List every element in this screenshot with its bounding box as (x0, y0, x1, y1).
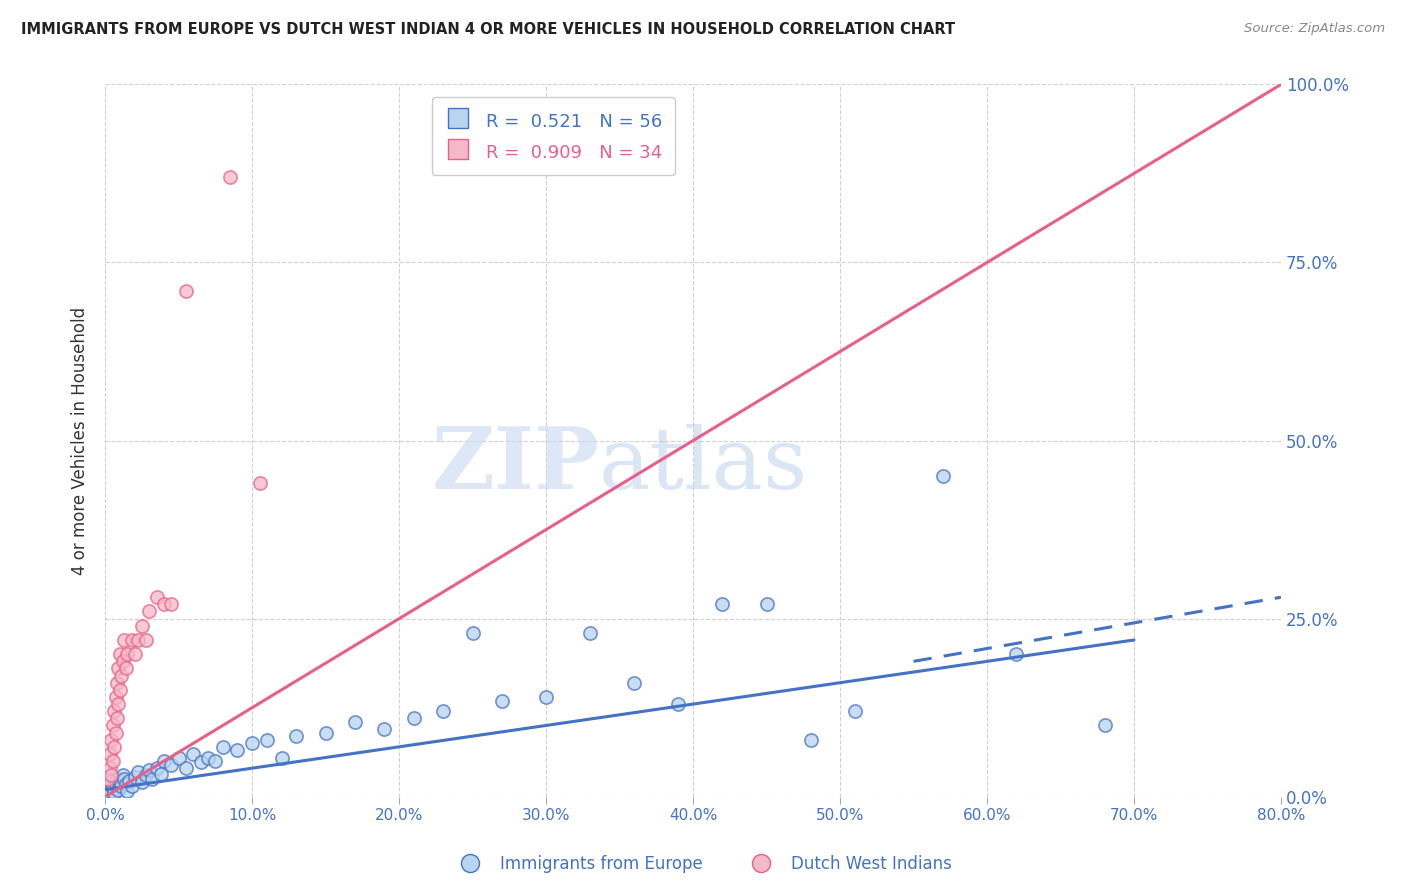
Point (114, 777, 136, 791)
Point (219, 169, 242, 184)
Text: ZIP: ZIP (432, 424, 599, 508)
Point (97, 779, 120, 793)
Point (204, 754, 226, 768)
Point (108, 775, 131, 789)
Point (121, 779, 143, 793)
Point (135, 632, 157, 647)
Point (211, 739, 233, 754)
Point (153, 754, 176, 768)
Point (103, 739, 125, 754)
Point (118, 774, 141, 789)
Point (579, 625, 602, 640)
Point (127, 632, 149, 647)
Point (105, 675, 128, 690)
Point (666, 697, 689, 711)
Point (160, 757, 183, 772)
Point (101, 781, 124, 796)
Point (135, 768, 157, 782)
Point (108, 647, 131, 661)
Legend: R =  0.521   N = 56, R =  0.909   N = 34: R = 0.521 N = 56, R = 0.909 N = 34 (432, 97, 675, 176)
Point (138, 605, 160, 619)
Point (800, 732, 823, 747)
Legend: Immigrants from Europe, Dutch West Indians: Immigrants from Europe, Dutch West India… (447, 848, 959, 880)
Point (344, 714, 367, 729)
Point (432, 704, 454, 718)
Point (108, 682, 131, 697)
Point (145, 591, 167, 605)
Point (100, 775, 122, 789)
Text: Source: ZipAtlas.com: Source: ZipAtlas.com (1244, 22, 1385, 36)
Point (111, 768, 134, 782)
Point (240, 736, 263, 750)
Point (124, 647, 146, 661)
Point (138, 763, 160, 777)
Point (121, 632, 143, 647)
Point (98, 761, 121, 775)
Point (315, 725, 337, 739)
Point (174, 284, 197, 298)
Point (711, 598, 734, 612)
Point (285, 729, 308, 743)
Point (110, 779, 132, 793)
Point (104, 725, 127, 739)
Point (1094, 718, 1116, 732)
Point (104, 690, 127, 704)
Point (183, 747, 205, 761)
Point (105, 711, 128, 725)
Point (114, 661, 136, 675)
Point (150, 767, 173, 781)
Point (491, 693, 513, 707)
Point (117, 784, 139, 798)
Point (197, 750, 219, 764)
Point (104, 777, 127, 791)
Point (98, 784, 121, 798)
Point (98, 747, 121, 761)
Point (226, 743, 249, 757)
Point (131, 619, 153, 633)
Point (249, 476, 271, 491)
Point (270, 750, 292, 764)
Point (103, 704, 125, 718)
Point (111, 654, 134, 668)
Point (112, 772, 135, 786)
Point (112, 632, 135, 647)
Point (127, 764, 149, 779)
Point (101, 754, 124, 768)
Point (160, 598, 183, 612)
Point (534, 690, 557, 704)
Point (190, 756, 212, 770)
Text: IMMIGRANTS FROM EUROPE VS DUTCH WEST INDIAN 4 OR MORE VEHICLES IN HOUSEHOLD CORR: IMMIGRANTS FROM EUROPE VS DUTCH WEST IND… (21, 22, 955, 37)
Point (1005, 647, 1028, 661)
Point (141, 772, 163, 786)
Y-axis label: 4 or more Vehicles in Household: 4 or more Vehicles in Household (72, 307, 89, 574)
Point (97, 772, 120, 786)
Point (256, 732, 278, 747)
Point (100, 732, 122, 747)
Point (103, 786, 125, 800)
Point (105, 772, 128, 786)
Point (932, 469, 955, 483)
Point (117, 647, 139, 661)
Point (107, 697, 129, 711)
Point (110, 668, 132, 682)
Point (107, 782, 129, 797)
Point (755, 598, 778, 612)
Point (623, 675, 645, 690)
Point (101, 718, 124, 732)
Point (131, 775, 153, 789)
Point (373, 722, 395, 736)
Point (124, 770, 146, 784)
Point (145, 761, 167, 775)
Text: atlas: atlas (599, 424, 808, 507)
Point (100, 768, 122, 782)
Point (402, 711, 425, 725)
Point (167, 750, 190, 764)
Point (107, 661, 129, 675)
Point (153, 598, 176, 612)
Point (844, 704, 866, 718)
Point (461, 625, 484, 640)
Point (174, 761, 197, 775)
